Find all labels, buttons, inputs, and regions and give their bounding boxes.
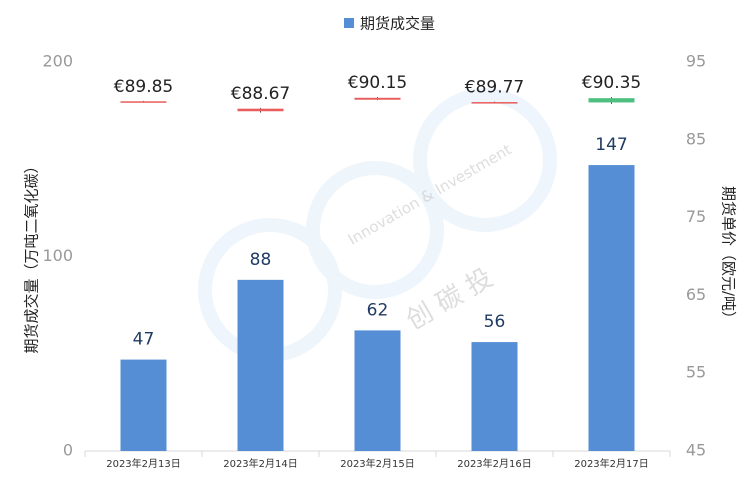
x-tick-label: 2023年2月17日 <box>574 457 649 470</box>
candle-body <box>588 98 635 103</box>
bar <box>354 330 401 451</box>
bar-value-label: 56 <box>484 312 506 332</box>
candle-body <box>354 97 401 100</box>
y2-tick-label: 45 <box>686 441 706 460</box>
bar <box>588 165 635 451</box>
bar <box>237 279 284 451</box>
x-tick-label: 2023年2月15日 <box>340 457 415 470</box>
legend-swatch <box>344 18 354 28</box>
watermark-ring <box>413 88 557 232</box>
y2-tick-label: 85 <box>686 129 706 148</box>
y2-tick-label: 75 <box>686 207 706 226</box>
y2-axis-label: 期货单价（欧元/吨） <box>720 186 738 326</box>
y2-tick-label: 95 <box>686 52 706 71</box>
candle-body <box>471 102 518 104</box>
bar-value-label: 62 <box>367 300 389 320</box>
candle-value-label: €89.77 <box>465 78 524 98</box>
y-axis-label: 期货成交量（万吨二氧化碳） <box>23 158 41 353</box>
y-tick-label: 200 <box>42 52 73 71</box>
x-tick-label: 2023年2月16日 <box>457 457 532 470</box>
y2-tick-label: 55 <box>686 363 706 382</box>
bar-value-label: 88 <box>250 250 272 270</box>
x-tick-label: 2023年2月13日 <box>106 457 181 470</box>
candle-value-label: €90.35 <box>582 73 641 93</box>
candle-body <box>237 108 284 112</box>
y-tick-label: 0 <box>63 441 73 460</box>
y2-tick-label: 65 <box>686 285 706 304</box>
legend-label: 期货成交量 <box>360 15 435 33</box>
watermark-ring <box>306 161 444 299</box>
bar-value-label: 47 <box>133 330 155 350</box>
candle-value-label: €90.15 <box>348 73 407 93</box>
bar-value-label: 147 <box>595 135 627 155</box>
candle-value-label: €88.67 <box>231 84 290 104</box>
watermark-text: Innovation & Investment <box>345 140 515 248</box>
bar <box>471 342 518 451</box>
bar <box>120 359 167 451</box>
x-tick-label: 2023年2月14日 <box>223 457 298 470</box>
candle-value-label: €89.85 <box>114 77 173 97</box>
candle-body <box>120 101 167 103</box>
y-tick-label: 100 <box>42 246 73 265</box>
